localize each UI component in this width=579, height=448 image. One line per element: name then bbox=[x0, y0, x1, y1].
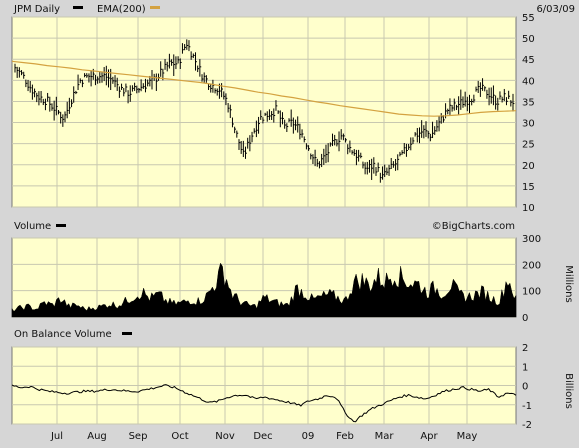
x-tick-label: Jul bbox=[50, 431, 63, 442]
price-y-tick-label: 55 bbox=[522, 13, 535, 24]
volume-title: Volume bbox=[14, 221, 51, 232]
obv-y-tick-label: 0 bbox=[522, 382, 528, 393]
x-tick-label: Feb bbox=[336, 431, 354, 442]
price-y-tick-label: 20 bbox=[522, 161, 535, 172]
x-tick-label: Nov bbox=[215, 431, 235, 442]
x-tick-label: Apr bbox=[420, 431, 438, 442]
volume-units: Millions bbox=[563, 265, 574, 302]
price-y-tick-label: 50 bbox=[522, 34, 535, 45]
volume-y-tick-label: 300 bbox=[522, 234, 541, 245]
symbol-label: JPM Daily bbox=[13, 4, 60, 15]
x-tick-label: May bbox=[457, 431, 478, 442]
obv-units: Billions bbox=[563, 373, 574, 409]
date-label: 6/03/09 bbox=[536, 4, 575, 15]
volume-panel: 0 100 200 300 bbox=[11, 234, 541, 324]
volume-area bbox=[11, 262, 517, 318]
ema-legend-label: EMA(200) bbox=[97, 4, 146, 15]
price-legend-swatch bbox=[73, 6, 83, 9]
x-tick-label: 09 bbox=[302, 431, 315, 442]
bigcharts-credit: ©BigCharts.com bbox=[432, 221, 515, 232]
x-tick-label: Mar bbox=[375, 431, 395, 442]
obv-legend-swatch bbox=[122, 332, 132, 335]
obv-y-tick-label: 1 bbox=[522, 362, 528, 373]
obv-y-tick-label: 2 bbox=[522, 343, 528, 354]
x-tick-label: Dec bbox=[253, 431, 272, 442]
price-y-tick-label: 10 bbox=[522, 203, 535, 214]
obv-line bbox=[11, 384, 517, 423]
x-tick-label: Sep bbox=[129, 431, 148, 442]
volume-y-tick-label: 0 bbox=[522, 313, 528, 324]
volume-y-tick-label: 200 bbox=[522, 260, 541, 271]
volume-y-tick-label: 100 bbox=[522, 287, 541, 298]
price-y-tick-label: 40 bbox=[522, 76, 535, 87]
obv-panel: -2 -1 0 1 2 bbox=[11, 343, 532, 431]
price-y-tick-label: 30 bbox=[522, 119, 535, 130]
volume-legend-swatch bbox=[56, 224, 66, 227]
price-y-tick-label: 35 bbox=[522, 97, 535, 108]
obv-title: On Balance Volume bbox=[14, 329, 112, 340]
price-y-tick-label: 45 bbox=[522, 55, 535, 66]
obv-y-tick-label: -2 bbox=[522, 420, 532, 431]
price-y-tick-label: 25 bbox=[522, 140, 535, 151]
ema-legend-swatch bbox=[150, 6, 160, 9]
ema-200-line bbox=[11, 60, 517, 117]
price-panel-bg bbox=[11, 16, 517, 208]
x-tick-label: Aug bbox=[87, 431, 107, 442]
price-panel: 10 15 20 25 30 35 40 45 50 55 bbox=[11, 13, 535, 214]
obv-y-tick-label: -1 bbox=[522, 401, 532, 412]
x-tick-label: Oct bbox=[171, 431, 188, 442]
price-y-tick-label: 15 bbox=[522, 182, 535, 193]
